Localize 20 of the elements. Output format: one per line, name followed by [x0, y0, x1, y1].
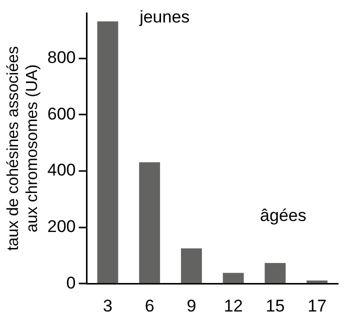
y-axis-title: taux de cohésines associées aux chromosomes (UA) — [5, 46, 42, 251]
annotation: jeunes — [138, 7, 190, 26]
annotation: âgées — [260, 206, 306, 226]
y-tick-label: 800 — [47, 48, 76, 67]
x-tick-label: 15 — [266, 296, 285, 316]
bar — [264, 263, 286, 284]
x-tick-label: 6 — [144, 296, 154, 316]
y-tick-label: 200 — [47, 216, 76, 236]
bar — [222, 272, 244, 284]
bar — [97, 21, 118, 284]
y-tick-label: 0 — [66, 273, 76, 292]
bar — [306, 280, 328, 284]
x-tick-label: 12 — [224, 296, 243, 316]
x-tick-label: 3 — [102, 296, 112, 316]
bar — [139, 162, 160, 284]
y-tick-label: 400 — [47, 160, 76, 180]
y-tick-label: 600 — [47, 104, 76, 124]
x-tick-label: 9 — [186, 296, 196, 316]
x-tick-label: 17 — [308, 296, 327, 316]
bar — [180, 248, 202, 284]
